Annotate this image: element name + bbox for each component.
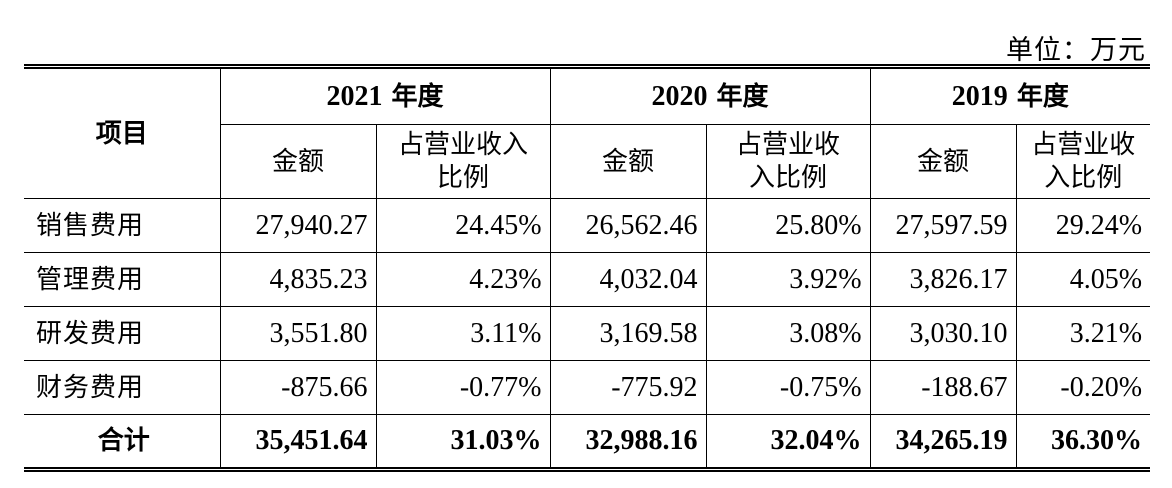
total-value: 35,451.64 — [219, 414, 377, 470]
amount-header: 金额 — [869, 124, 1017, 199]
ratio-header-line1: 占营业收 — [736, 129, 841, 160]
cell-value: -875.66 — [219, 360, 377, 415]
total-row: 合计 35,451.64 31.03% 32,988.16 32.04% 34,… — [24, 414, 1151, 470]
amount-header: 金额 — [549, 124, 707, 199]
ratio-header-line2: 比例 — [437, 162, 490, 193]
year-suffix: 年度 — [391, 81, 444, 112]
cell-value: 26,562.46 — [549, 198, 707, 253]
cell-value: 25.80% — [705, 198, 871, 253]
cell-value: 3.92% — [705, 252, 871, 307]
cell-value: 3.21% — [1015, 306, 1151, 361]
year-header-2020: 2020 年度 — [549, 66, 871, 125]
ratio-header-line1: 占营业收入 — [398, 129, 529, 160]
table-row: 管理费用 4,835.23 4.23% 4,032.04 3.92% 3,826… — [24, 252, 1151, 307]
ratio-header: 占营业收 入比例 — [1015, 124, 1151, 199]
cell-value: -188.67 — [869, 360, 1017, 415]
cell-value: 4.23% — [375, 252, 551, 307]
cell-value: 4.05% — [1015, 252, 1151, 307]
cell-value: 27,597.59 — [869, 198, 1017, 253]
ratio-header: 占营业收 入比例 — [705, 124, 871, 199]
year-header-2019: 2019 年度 — [869, 66, 1151, 125]
table-row: 研发费用 3,551.80 3.11% 3,169.58 3.08% 3,030… — [24, 306, 1151, 361]
total-value: 36.30% — [1015, 414, 1151, 470]
total-value: 34,265.19 — [869, 414, 1017, 470]
year-value: 2019 — [951, 80, 1008, 112]
row-label: 财务费用 — [24, 360, 221, 415]
item-header: 项目 — [24, 66, 221, 199]
cell-value: 3.08% — [705, 306, 871, 361]
table-row: 财务费用 -875.66 -0.77% -775.92 -0.75% -188.… — [24, 360, 1151, 415]
cell-value: 29.24% — [1015, 198, 1151, 253]
cell-value: 3,551.80 — [219, 306, 377, 361]
cell-value: 3,030.10 — [869, 306, 1017, 361]
year-suffix: 年度 — [1016, 81, 1069, 112]
amount-header: 金额 — [220, 124, 377, 199]
cell-value: -0.77% — [375, 360, 551, 415]
year-value: 2020 — [651, 80, 708, 112]
total-value: 32.04% — [705, 414, 871, 470]
row-label: 研发费用 — [24, 306, 221, 361]
table-row: 销售费用 27,940.27 24.45% 26,562.46 25.80% 2… — [24, 198, 1151, 253]
cell-value: 3,826.17 — [869, 252, 1017, 307]
total-value: 31.03% — [375, 414, 551, 470]
year-value: 2021 — [326, 80, 383, 112]
cell-value: 4,835.23 — [219, 252, 377, 307]
total-value: 32,988.16 — [549, 414, 707, 470]
expense-table: 项目 2021 年度 2020 年度 2019 年度 金额 占营业收入 比例 金… — [24, 64, 1151, 472]
cell-value: -0.75% — [705, 360, 871, 415]
cell-value: 4,032.04 — [549, 252, 707, 307]
ratio-header-line1: 占营业收 — [1031, 129, 1136, 160]
cell-value: 27,940.27 — [219, 198, 377, 253]
header-row-years: 项目 2021 年度 2020 年度 2019 年度 — [24, 66, 1151, 199]
cell-value: 3.11% — [375, 306, 551, 361]
total-label: 合计 — [24, 414, 221, 470]
row-label: 销售费用 — [24, 198, 221, 253]
year-header-2021: 2021 年度 — [219, 66, 551, 125]
row-label: 管理费用 — [24, 252, 221, 307]
unit-label: 单位：万元 — [1006, 35, 1146, 66]
ratio-header-line2: 入比例 — [749, 162, 828, 193]
year-suffix: 年度 — [716, 81, 769, 112]
cell-value: 3,169.58 — [549, 306, 707, 361]
cell-value: -0.20% — [1015, 360, 1151, 415]
ratio-header: 占营业收入 比例 — [375, 124, 551, 199]
ratio-header-line2: 入比例 — [1044, 162, 1123, 193]
header-row-sub: 金额 占营业收入 比例 金额 占营业收 入比例 金额 占营业收 入比例 — [24, 124, 1151, 199]
cell-value: 24.45% — [375, 198, 551, 253]
cell-value: -775.92 — [549, 360, 707, 415]
